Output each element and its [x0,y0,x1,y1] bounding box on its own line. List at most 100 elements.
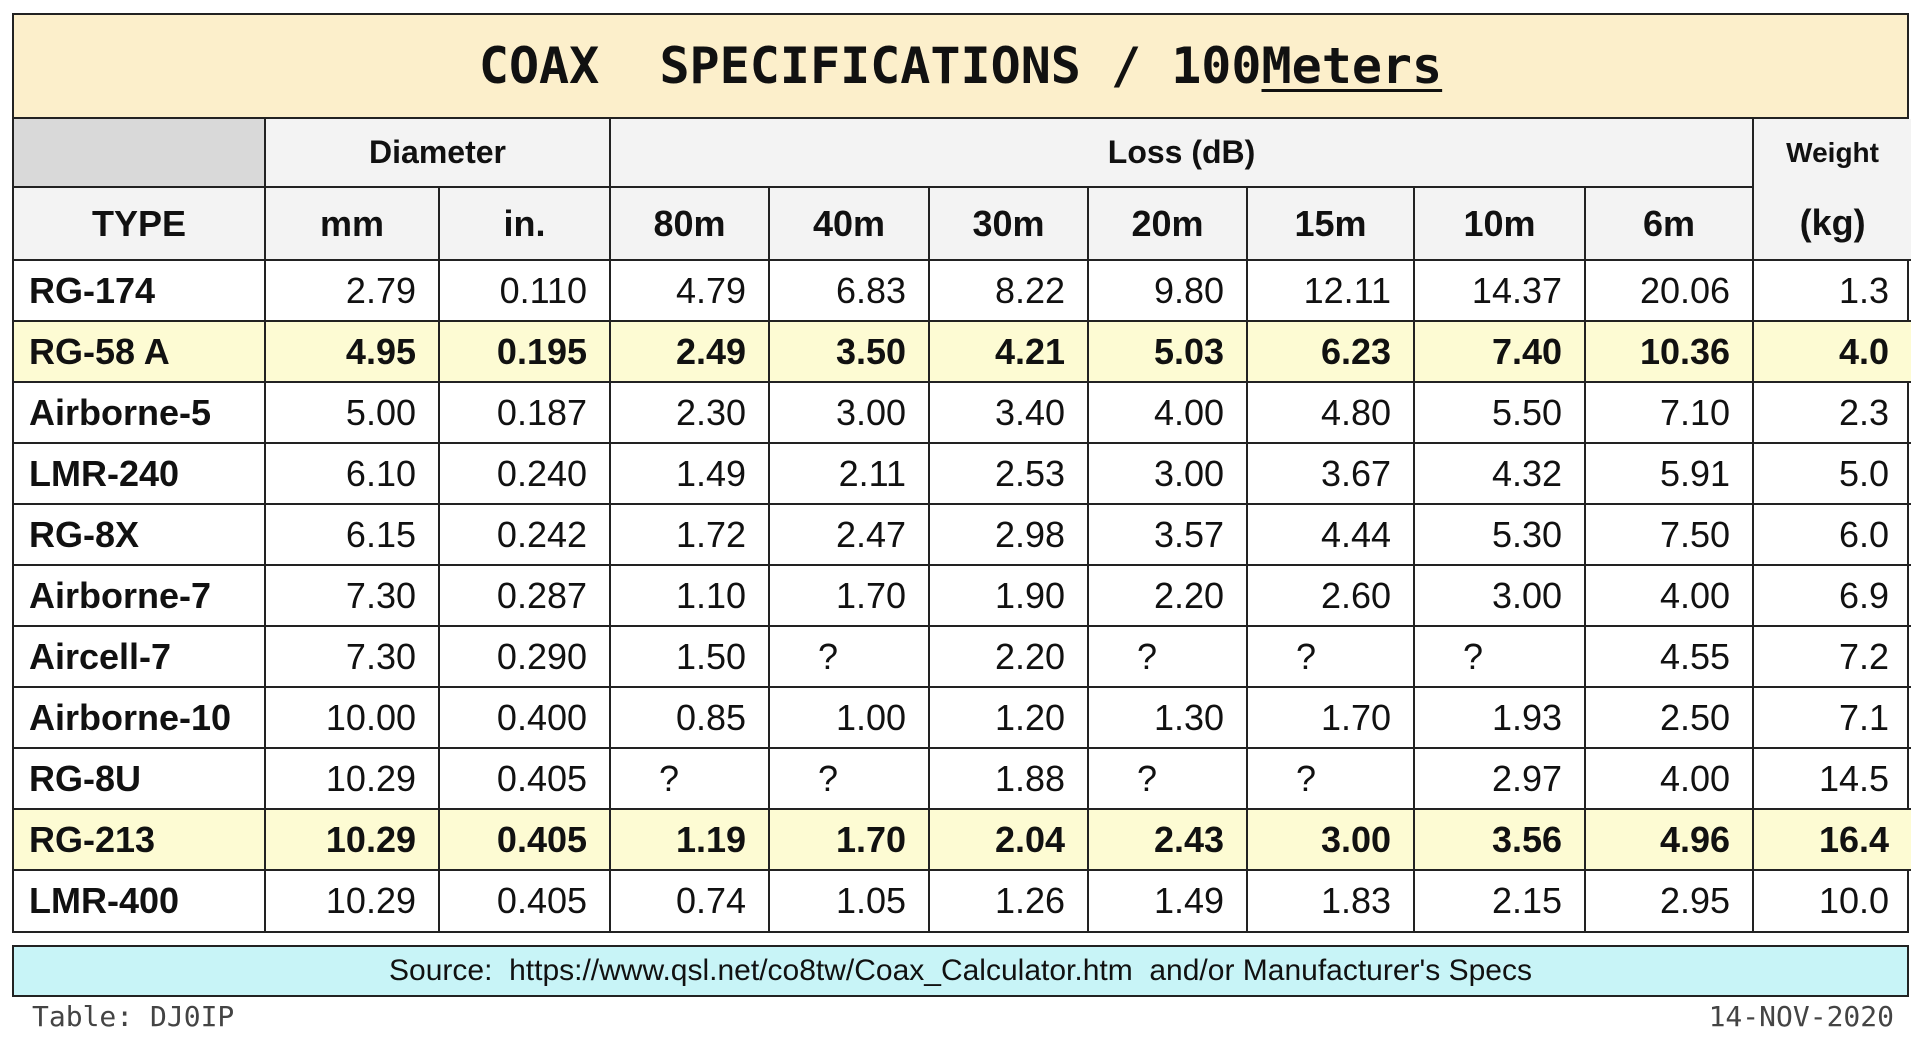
cell: 0.195 [437,320,612,383]
cell: 2.49 [609,320,771,383]
cell: ? [1246,747,1416,810]
cell: 2.60 [1246,564,1416,627]
cable-type: LMR-400 [14,869,266,931]
cell: 3.00 [1413,564,1587,627]
cell: 3.00 [1246,808,1416,871]
header-row: TYPE mm in. 80m 40m 30m 20m 15m 10m 6m (kg) [14,186,1912,261]
table-row: LMR-240 6.10 0.240 1.49 2.11 2.53 3.00 3.67 4.32… [14,442,1912,505]
column-header: 10m [1413,186,1587,261]
cell: 5.03 [1087,320,1249,383]
source: Source: https://www.qsl.net/co8tw/Coax_C… [389,954,1532,987]
weight-header: Weight [1752,119,1912,187]
cell: 1.00 [768,686,931,749]
cell: 1.90 [928,564,1090,627]
cell: 10.0 [1752,869,1912,931]
cell: 10.36 [1584,320,1755,383]
table-row: Airborne-10 10.00 0.400 0.85 1.00 1.20 1.30 1.7… [14,686,1912,749]
cell: 7.10 [1584,381,1755,444]
table-row: Aircell-7 7.30 0.290 1.50? 2.20??? 4.55 7.2 [14,625,1912,688]
cell: 2.98 [928,503,1090,566]
cell: 0.405 [437,808,612,871]
cell: 1.83 [1246,869,1416,931]
date: 14-NOV-2020 [1708,1000,1894,1033]
cell: ? [1087,625,1249,688]
cell: 7.1 [1752,686,1912,749]
cell: 0.405 [437,869,612,931]
credit: Table: DJ0IP [32,1000,235,1033]
cell: 2.04 [928,808,1090,871]
cell: 3.00 [1087,442,1249,505]
cable-type: RG-8X [14,503,266,566]
cell: 0.240 [437,442,612,505]
column-header: 15m [1246,186,1416,261]
cell: 1.70 [768,808,931,871]
cell: 6.10 [264,442,440,505]
cell: 3.67 [1246,442,1416,505]
cell: 1.05 [768,869,931,931]
source-bar: Source: https://www.qsl.net/co8tw/Coax_C… [12,945,1909,997]
cell: ? [1413,625,1587,688]
cell: 5.30 [1413,503,1587,566]
type-header: TYPE [14,186,266,261]
cell: 4.55 [1584,625,1755,688]
cell: 1.70 [768,564,931,627]
cell: 10.00 [264,686,440,749]
column-header: 40m [768,186,931,261]
table-row: RG-58 A 4.95 0.195 2.49 3.50 4.21 5.03 6.23 7.40… [14,320,1912,383]
cell: 4.00 [1087,381,1249,444]
cell: 2.30 [609,381,771,444]
cell: 4.96 [1584,808,1755,871]
title-unit: Meters [1261,37,1443,95]
cell: 7.40 [1413,320,1587,383]
cable-type: RG-174 [14,259,266,322]
cable-type: Airborne-5 [14,381,266,444]
cell: ? [1246,625,1416,688]
cell: 0.74 [609,869,771,931]
cell: 0.242 [437,503,612,566]
column-header: 6m [1584,186,1755,261]
cell: 3.50 [768,320,931,383]
cell: 1.26 [928,869,1090,931]
cell: 2.43 [1087,808,1249,871]
cell: 5.91 [1584,442,1755,505]
diameter-header: Diameter [263,119,612,188]
table-row: Airborne-7 7.30 0.287 1.10 1.70 1.90 2.20 2.60 3… [14,564,1912,627]
weight-unit: (kg) [1752,187,1912,261]
cell: 2.95 [1584,869,1755,931]
cell: 4.00 [1584,564,1755,627]
cell: 4.32 [1413,442,1587,505]
cell: 2.20 [1087,564,1249,627]
table-row: RG-213 10.29 0.405 1.19 1.70 2.04 2.43 3.00 3.56… [14,808,1912,871]
cable-type: Airborne-7 [14,564,266,627]
cell: 0.187 [437,381,612,444]
cell: 6.9 [1752,564,1912,627]
cell: 4.0 [1752,320,1912,383]
cell: 10.29 [264,747,440,810]
cell: 0.85 [609,686,771,749]
cell: 5.00 [264,381,440,444]
cell: 0.287 [437,564,612,627]
cell: 2.3 [1752,381,1912,444]
table-row: RG-174 2.79 0.110 4.79 6.83 8.22 9.80 12.11 14.3… [14,259,1912,322]
cable-type: RG-213 [14,808,266,871]
table-row: LMR-400 10.29 0.405 0.74 1.05 1.26 1.49 1.83 2.1… [14,869,1912,931]
cell: 1.19 [609,808,771,871]
header-row: Diameter Loss (dB) Weight [14,119,1912,188]
cell: 1.50 [609,625,771,688]
cell: 2.50 [1584,686,1755,749]
cell: 14.37 [1413,259,1587,322]
cell: 3.56 [1413,808,1587,871]
cell: 4.00 [1584,747,1755,810]
cable-type: LMR-240 [14,442,266,505]
cell: 1.10 [609,564,771,627]
cell: ? [609,747,771,810]
cell: 2.79 [264,259,440,322]
cell: 7.50 [1584,503,1755,566]
loss-header: Loss (dB) [609,119,1755,188]
cell: 3.40 [928,381,1090,444]
cell: 6.23 [1246,320,1416,383]
cell: 10.29 [264,869,440,931]
spec-table: Diameter Loss (dB) Weight TYPE mm in. 80m 40m 30… [14,119,1912,931]
cell: 2.20 [928,625,1090,688]
cell: 0.405 [437,747,612,810]
